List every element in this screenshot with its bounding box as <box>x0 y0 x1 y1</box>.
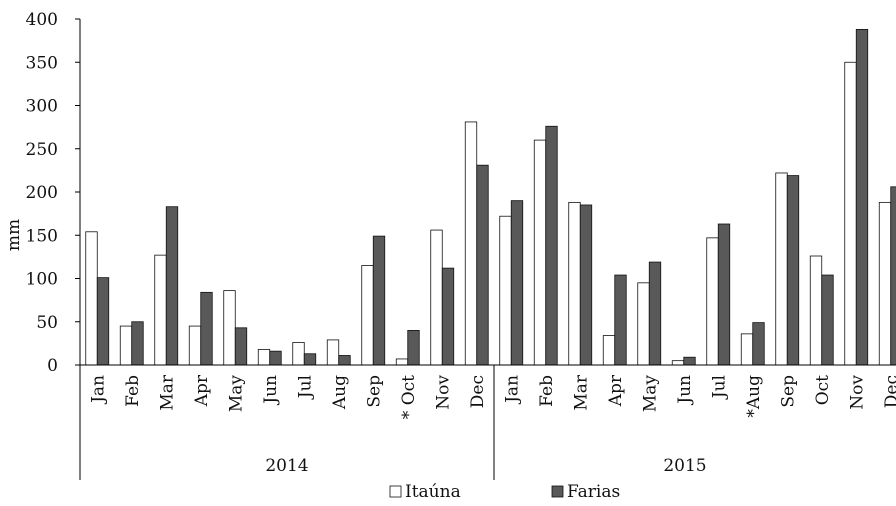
x-tick-label: Feb <box>537 375 557 407</box>
bar-itauna <box>671 360 685 366</box>
bar-farias <box>476 164 489 366</box>
x-tick-label: Jul <box>295 375 315 400</box>
bar-farias <box>786 175 800 366</box>
bar-itauna <box>326 339 340 366</box>
bar-farias <box>269 350 282 366</box>
bar-farias <box>131 321 144 366</box>
x-tick-label: Mar <box>571 374 591 411</box>
bar-itauna <box>602 335 616 366</box>
y-tick-label: 250 <box>26 140 58 160</box>
bars <box>85 28 896 366</box>
bar-itauna <box>775 172 788 366</box>
bar-itauna <box>533 139 547 366</box>
bar-itauna <box>257 349 271 366</box>
legend-label: Farias <box>567 482 620 502</box>
bar-itauna <box>188 325 202 366</box>
bar-farias <box>96 277 110 366</box>
y-tick-label: 150 <box>26 226 58 246</box>
x-tick-label: Jul <box>709 375 729 400</box>
x-tick-label: Dec <box>468 375 488 408</box>
y-axis-label: mm <box>4 219 24 251</box>
bar-itauna <box>809 255 823 366</box>
bar-itauna <box>740 333 754 366</box>
bar-itauna <box>154 254 167 366</box>
y-tick-label: 100 <box>26 270 58 290</box>
bar-farias <box>303 353 317 366</box>
x-tick-label: *Aug <box>744 375 764 418</box>
x-tick-label: Aug <box>330 375 350 410</box>
bar-itauna <box>499 215 512 366</box>
x-tick-label: Mar <box>157 374 177 411</box>
bar-farias <box>510 200 524 366</box>
x-tick-label: Nov <box>847 375 867 410</box>
bar-itauna <box>85 231 98 366</box>
bar-itauna <box>706 237 719 366</box>
bar-farias <box>200 291 213 366</box>
x-tick-label: Nov <box>433 375 453 410</box>
bar-farias <box>648 261 662 366</box>
bar-farias <box>372 235 386 366</box>
bar-farias <box>855 28 869 366</box>
bar-itauna <box>464 121 478 366</box>
x-tick-label: Jun <box>261 375 281 406</box>
bar-farias <box>338 355 351 366</box>
y-axis: 0 50 100 150 200 250 300 350 400 <box>26 10 81 376</box>
group-label: 2014 <box>265 456 308 476</box>
y-tick-label: 350 <box>26 53 58 73</box>
x-tick-label: Jun <box>675 375 695 406</box>
bar-itauna <box>292 342 305 366</box>
group-label: 2015 <box>663 456 706 476</box>
bar-itauna <box>844 61 857 366</box>
x-tick-label: Dec <box>882 375 896 408</box>
x-tick-label: * Oct <box>399 375 419 419</box>
x-tick-label: Jan <box>88 375 108 405</box>
bar-farias <box>821 274 834 366</box>
bar-farias <box>165 206 179 366</box>
x-tick-label: Sep <box>778 375 798 408</box>
x-axis: Jan Feb Mar Apr May Jun Jul Aug Sep * Oct Nov Dec Ja… <box>79 364 896 480</box>
legend-swatch-itauna <box>389 485 402 498</box>
y-tick-label: 400 <box>26 10 58 30</box>
bar-farias <box>717 223 731 366</box>
y-tick-label: 50 <box>36 313 58 333</box>
bar-farias <box>614 274 627 366</box>
x-tick-label: Apr <box>606 374 626 407</box>
bar-itauna <box>395 358 409 366</box>
x-tick-label: Sep <box>364 375 384 408</box>
y-tick-label: 300 <box>26 97 58 117</box>
bar-farias <box>441 267 455 366</box>
bar-farias <box>545 125 558 366</box>
bar-itauna <box>223 290 236 366</box>
bar-itauna <box>119 325 133 366</box>
bar-itauna <box>568 201 581 366</box>
bar-itauna <box>430 229 443 366</box>
bar-farias <box>890 186 896 366</box>
bar-itauna <box>361 265 374 366</box>
x-tick-label: May <box>226 375 246 413</box>
x-tick-label: May <box>640 375 660 413</box>
bar-farias <box>579 204 593 366</box>
y-tick-label: 200 <box>26 183 58 203</box>
bar-farias <box>234 327 248 366</box>
legend-swatch-farias <box>551 485 564 498</box>
x-tick-label: Feb <box>123 375 143 407</box>
bar-farias <box>683 356 696 366</box>
legend: Itaúna Farias <box>389 482 620 502</box>
bar-farias <box>407 329 420 366</box>
y-tick-label: 0 <box>47 356 58 376</box>
x-tick-label: Apr <box>192 374 212 407</box>
x-tick-label: Jan <box>502 375 522 405</box>
bar-itauna <box>637 282 650 366</box>
bar-farias <box>752 322 765 366</box>
legend-label: Itaúna <box>405 482 461 502</box>
bar-itauna <box>878 201 892 366</box>
x-tick-label: Oct <box>813 375 833 405</box>
